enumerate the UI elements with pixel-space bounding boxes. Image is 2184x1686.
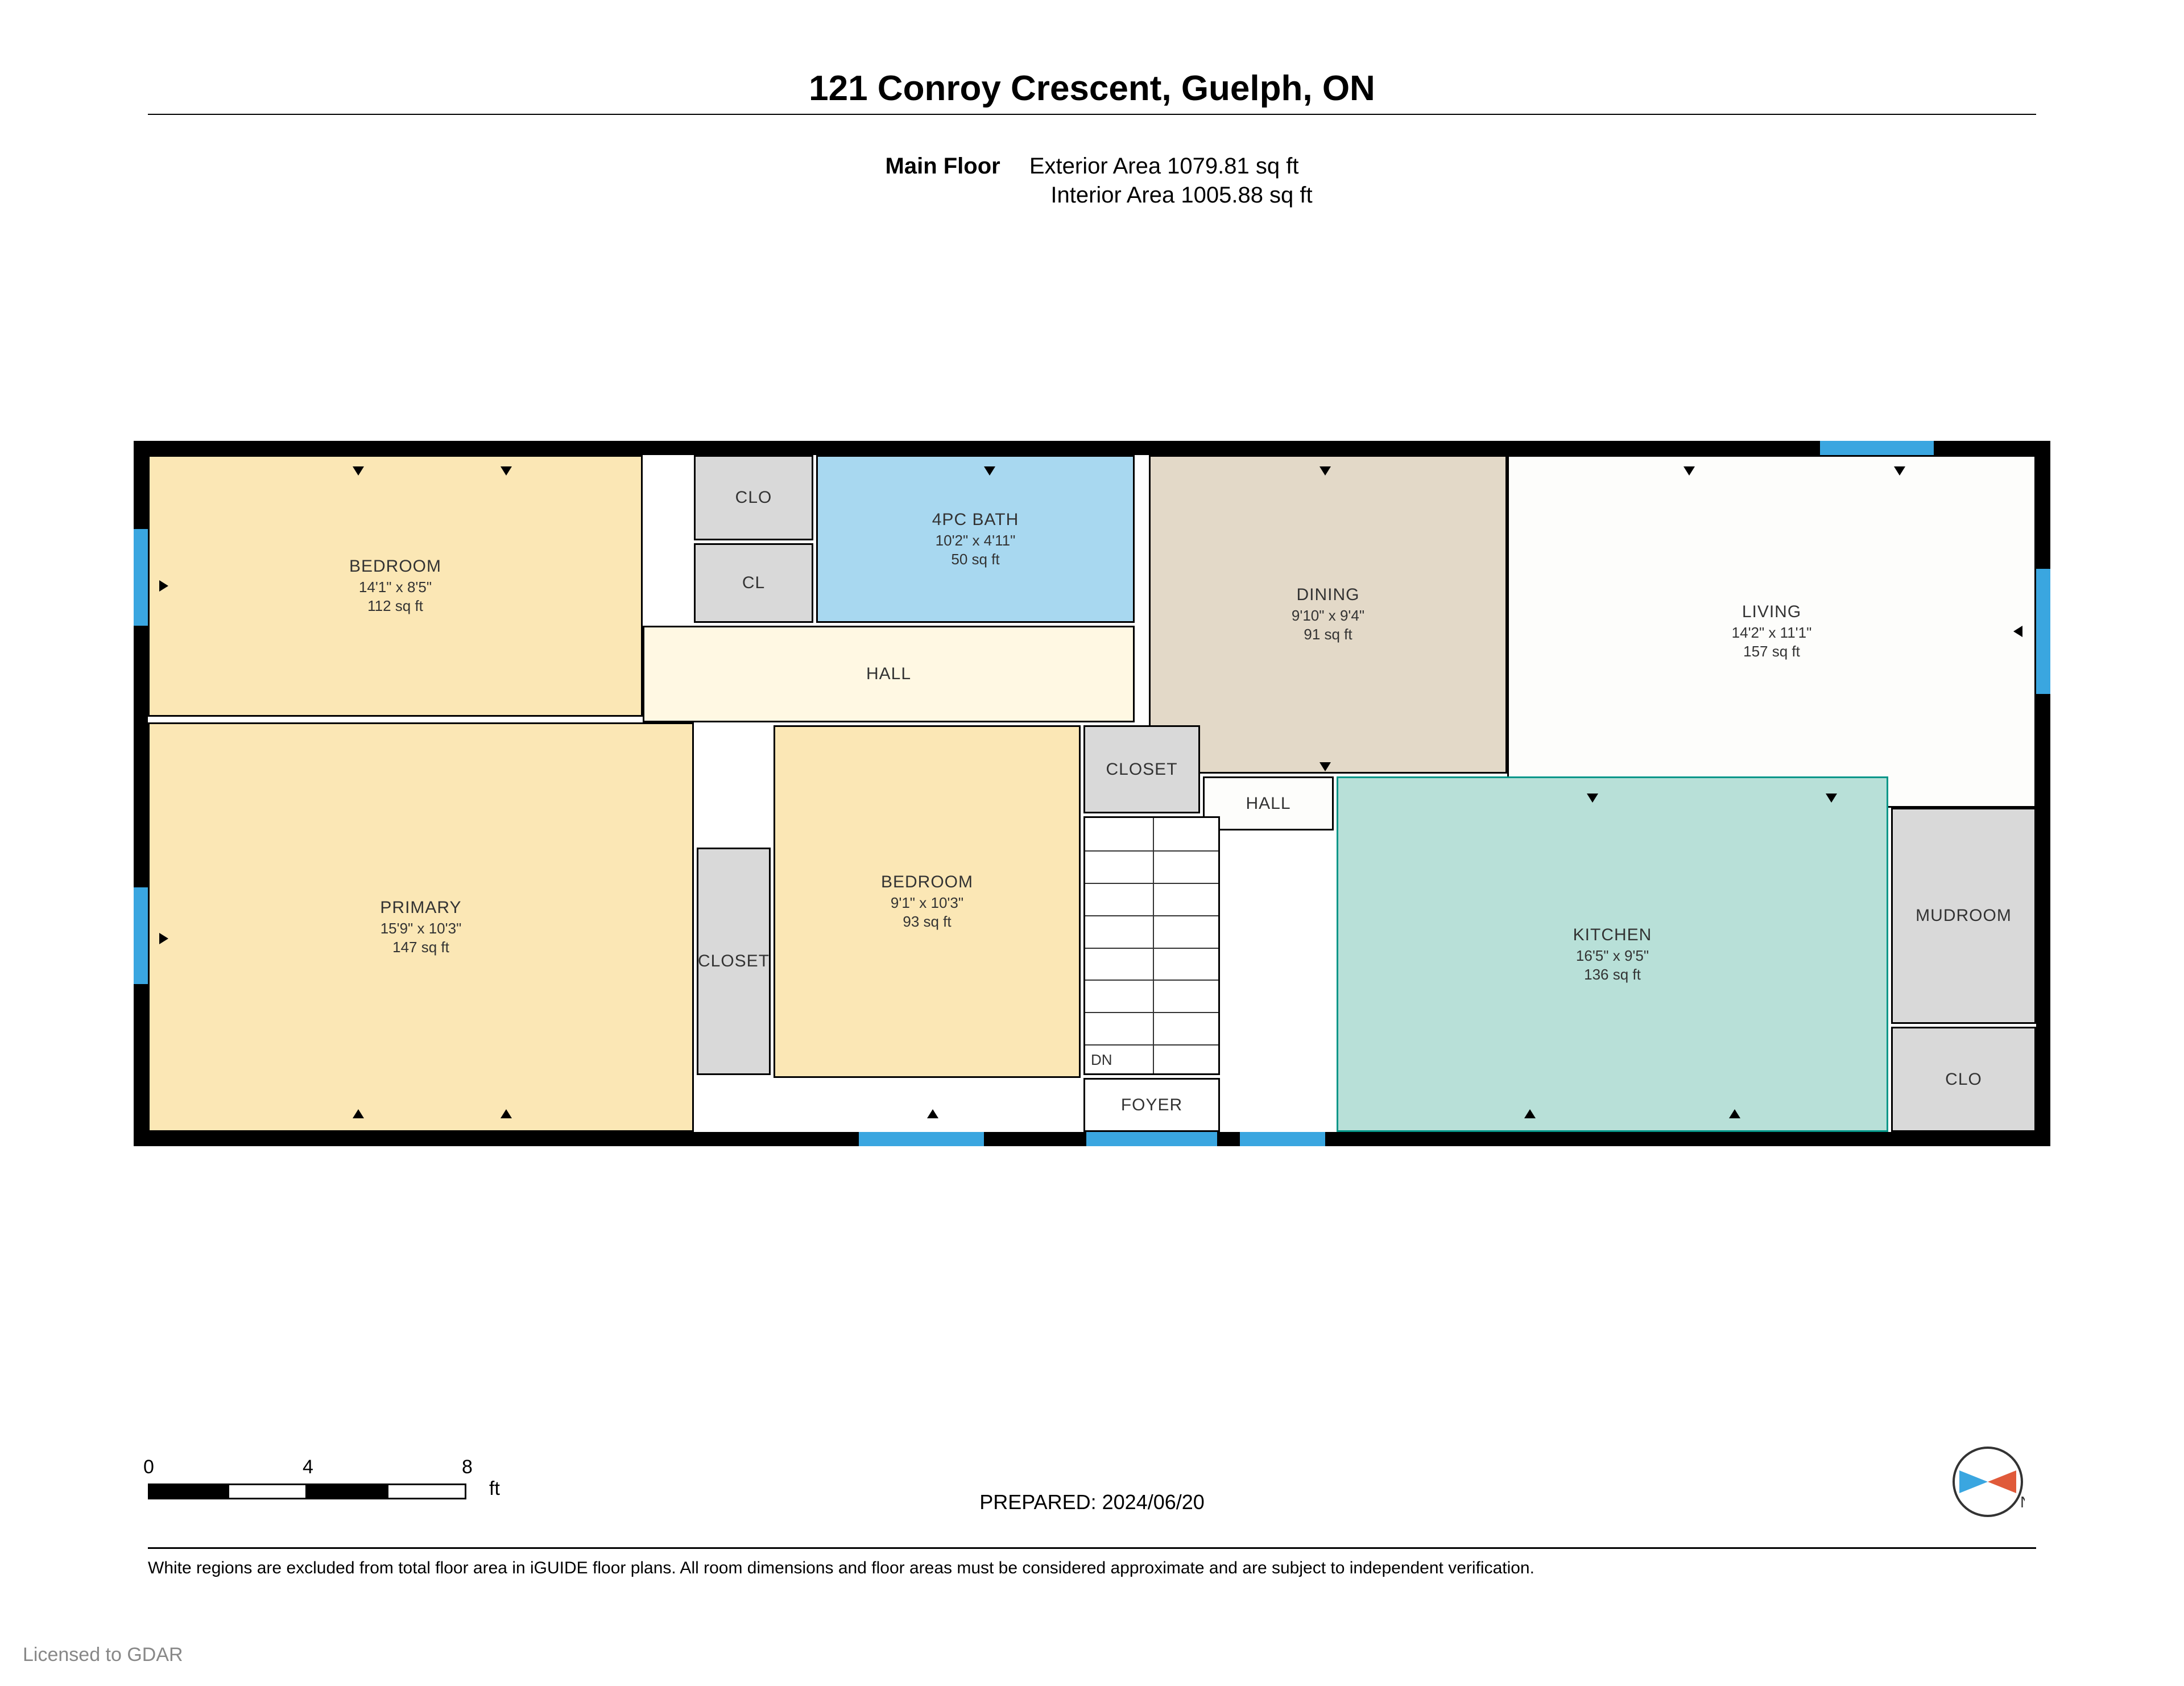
room-name: CLO: [735, 488, 772, 507]
room-hall2: HALL: [1203, 776, 1334, 830]
window: [134, 529, 148, 626]
room-name: LIVING: [1742, 602, 1801, 622]
room-name: BEDROOM: [881, 873, 973, 892]
room-foyer: FOYER: [1083, 1078, 1220, 1132]
room-bedroom1: BEDROOM 14'1" x 8'5"112 sq ft: [148, 455, 643, 717]
room-name: CLOSET: [698, 952, 770, 971]
room-name: FOYER: [1121, 1096, 1182, 1115]
window: [2036, 569, 2050, 694]
scale-mark: 8: [462, 1456, 473, 1478]
room-mudroom: MUDROOM: [1891, 808, 2036, 1024]
interior-area: Interior Area 1005.88 sq ft: [0, 183, 2184, 208]
room-area: 93 sq ft: [903, 913, 951, 931]
dimension-arrow-icon: [927, 1109, 938, 1118]
room-dimensions: 16'5" x 9'5": [1576, 947, 1649, 965]
dimension-arrow-icon: [353, 1109, 364, 1118]
room-area: 112 sq ft: [367, 597, 423, 615]
room-dining: DINING 9'10" x 9'4"91 sq ft: [1149, 455, 1507, 774]
room-name: CL: [742, 573, 765, 593]
compass-icon: N: [1951, 1445, 2025, 1519]
dimension-arrow-icon: [1826, 794, 1837, 803]
room-name: CLOSET: [1106, 760, 1177, 779]
stairs: DN: [1083, 816, 1220, 1075]
dimension-arrow-icon: [500, 1109, 512, 1118]
room-primary: PRIMARY 15'9" x 10'3" 147 sq ft: [148, 722, 694, 1132]
dimension-arrow-icon: [1320, 466, 1331, 476]
room-area: 50 sq ft: [951, 551, 999, 568]
room-hall1: HALL: [643, 626, 1135, 722]
room-bedroom2: BEDROOM 9'1" x 10'3"93 sq ft: [774, 725, 1081, 1078]
room-dimensions: 14'2" x 11'1": [1732, 624, 1812, 642]
window: [134, 887, 148, 984]
window: [1086, 1132, 1217, 1146]
floor-plan: BEDROOM 14'1" x 8'5"112 sq ft CLO CL 4PC BAT…: [148, 455, 2036, 1132]
dimension-arrow-icon: [159, 580, 168, 592]
room-closet4: CLOSET: [1083, 725, 1200, 813]
room-name: HALL: [1246, 794, 1290, 813]
room-dimensions: 9'1" x 10'3": [891, 894, 963, 912]
dimension-arrow-icon: [1729, 1109, 1740, 1118]
svg-text:N: N: [2020, 1493, 2025, 1511]
divider: [148, 1547, 2036, 1549]
room-area: 136 sq ft: [1584, 966, 1641, 984]
dimension-arrow-icon: [984, 466, 995, 476]
room-living: LIVING 14'2" x 11'1"157 sq ft: [1507, 455, 2036, 808]
room-area: 157 sq ft: [1743, 643, 1800, 660]
disclaimer-text: White regions are excluded from total fl…: [148, 1559, 2036, 1578]
room-name: PRIMARY: [380, 898, 461, 918]
room-name: KITCHEN: [1573, 925, 1652, 945]
room-name: DINING: [1297, 585, 1360, 605]
outer-wall: [134, 441, 2050, 455]
dimension-arrow-icon: [159, 933, 168, 944]
floor-info: Main Floor Exterior Area 1079.81 sq ft I…: [0, 154, 2184, 208]
room-closet3: CLOSET: [697, 848, 771, 1075]
room-clo1: CLO: [694, 455, 813, 540]
title-underline: [148, 114, 2036, 115]
room-dimensions: 10'2" x 4'11": [936, 532, 1016, 549]
room-bath: 4PC BATH 10'2" x 4'11" 50 sq ft: [816, 455, 1135, 623]
dimension-arrow-icon: [1894, 466, 1905, 476]
dimension-arrow-icon: [1684, 466, 1695, 476]
dimension-arrow-icon: [500, 466, 512, 476]
dimension-arrow-icon: [2013, 626, 2022, 637]
page-title: 121 Conroy Crescent, Guelph, ON: [0, 68, 2184, 109]
exterior-area: Exterior Area 1079.81 sq ft: [1029, 154, 1299, 179]
room-name: MUDROOM: [1916, 906, 2012, 925]
room-dimensions: 9'10" x 9'4": [1292, 607, 1364, 625]
outer-wall: [2036, 441, 2050, 1146]
floor-label: Main Floor: [886, 154, 1000, 179]
dimension-arrow-icon: [1320, 762, 1331, 771]
dimension-arrow-icon: [1587, 794, 1598, 803]
window: [1820, 441, 1934, 455]
room-name: HALL: [866, 664, 911, 684]
license-text: Licensed to GDAR: [23, 1644, 183, 1666]
room-area: 147 sq ft: [392, 939, 449, 956]
room-area: 91 sq ft: [1304, 626, 1352, 643]
scale-mark: 0: [143, 1456, 154, 1478]
room-clo5: CLO: [1891, 1027, 2036, 1132]
dimension-arrow-icon: [353, 466, 364, 476]
room-kitchen: KITCHEN 16'5" x 9'5"136 sq ft: [1337, 776, 1888, 1132]
room-name: BEDROOM: [349, 557, 441, 576]
room-dimensions: 15'9" x 10'3": [380, 920, 462, 937]
stairs-label: DN: [1091, 1051, 1112, 1069]
window: [859, 1132, 984, 1146]
room-dimensions: 14'1" x 8'5": [359, 578, 432, 596]
window: [1240, 1132, 1325, 1146]
scale-mark: 4: [303, 1456, 313, 1478]
prepared-date: PREPARED: 2024/06/20: [0, 1490, 2184, 1514]
room-name: CLO: [1945, 1070, 1982, 1089]
dimension-arrow-icon: [1524, 1109, 1536, 1118]
room-cl2: CL: [694, 543, 813, 623]
room-name: 4PC BATH: [932, 510, 1019, 530]
